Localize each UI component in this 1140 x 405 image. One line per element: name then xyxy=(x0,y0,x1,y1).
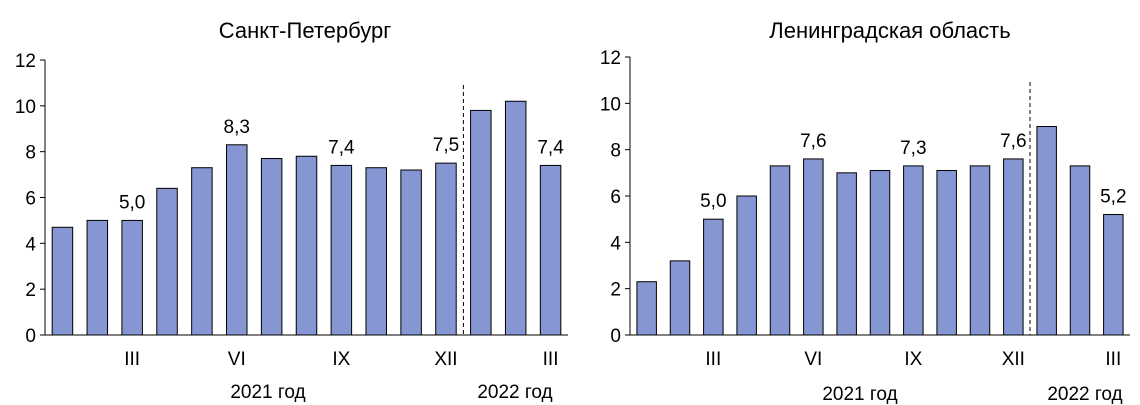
data-label: 5,0 xyxy=(119,192,145,213)
chart-title: Санкт-Петербург xyxy=(219,18,392,43)
bar xyxy=(295,155,318,336)
y-tick-label: 2 xyxy=(610,280,621,301)
bar xyxy=(504,100,527,336)
x-tick-label: III xyxy=(1105,349,1121,370)
bar xyxy=(435,162,457,336)
bar xyxy=(836,172,857,336)
data-label: 5,2 xyxy=(1100,187,1126,208)
bar xyxy=(803,158,824,336)
bar xyxy=(1003,158,1024,336)
data-label: 7,4 xyxy=(328,137,355,158)
bar xyxy=(191,167,213,336)
y-tick-label: 2 xyxy=(25,280,36,301)
bar xyxy=(969,165,991,336)
y-tick-label: 8 xyxy=(25,143,36,164)
y-tick-label: 6 xyxy=(610,187,621,208)
x-tick-label: VI xyxy=(804,349,822,370)
x-tick-label: XII xyxy=(1002,349,1025,370)
bar xyxy=(330,164,353,336)
year-label: 2022 год xyxy=(1047,384,1122,405)
bar xyxy=(121,219,143,336)
x-tick-label: XII xyxy=(434,349,457,370)
y-tick-label: 6 xyxy=(25,189,36,210)
bar xyxy=(1103,214,1124,336)
year-label: 2022 год xyxy=(477,382,552,403)
chart-panel-2: Ленинградская область 0 2 4 6 8 10 12 III 5,0 VI 7,… xyxy=(600,18,1130,405)
data-label: 7,4 xyxy=(537,137,564,158)
bar xyxy=(539,164,562,336)
bar xyxy=(260,158,283,336)
bar xyxy=(903,165,924,336)
data-label: 5,0 xyxy=(700,191,726,212)
bar xyxy=(869,170,891,336)
y-tick-label: 0 xyxy=(610,326,621,347)
y-tick-label: 4 xyxy=(610,233,621,254)
bar xyxy=(936,170,957,336)
y-tick-label: 10 xyxy=(15,97,36,118)
bar xyxy=(669,260,691,336)
y-tick-label: 4 xyxy=(25,234,36,255)
y-tick-label: 12 xyxy=(600,48,621,69)
chart-title: Ленинградская область xyxy=(769,18,1010,43)
x-tick-label: III xyxy=(124,349,140,370)
data-label: 7,6 xyxy=(800,131,826,152)
x-tick-label: VI xyxy=(228,349,246,370)
y-tick-label: 12 xyxy=(15,51,36,72)
bar xyxy=(1036,126,1057,336)
x-tick-label: III xyxy=(543,349,559,370)
x-tick-label: IX xyxy=(904,349,922,370)
y-tick-label: 10 xyxy=(600,94,621,115)
bar xyxy=(470,109,492,336)
x-tick-label: III xyxy=(705,349,721,370)
bar xyxy=(736,195,757,336)
bar xyxy=(769,165,791,336)
chart-panel-1: Санкт-Петербург 0 2 4 6 8 10 12 III 5,0 VI 8,3 IX 7,4… xyxy=(15,18,568,403)
y-tick-label: 0 xyxy=(25,326,36,347)
bar xyxy=(400,169,422,336)
bar xyxy=(636,281,657,336)
bar xyxy=(365,167,387,336)
bar xyxy=(86,219,109,336)
bar xyxy=(156,187,178,336)
bar xyxy=(703,218,724,336)
year-label: 2021 год xyxy=(230,382,305,403)
bar xyxy=(1069,165,1091,336)
data-label: 7,6 xyxy=(1000,131,1026,152)
bar xyxy=(226,144,248,336)
data-label: 7,5 xyxy=(433,135,459,156)
y-tick-label: 8 xyxy=(610,141,621,162)
data-label: 7,3 xyxy=(900,138,926,159)
x-tick-label: IX xyxy=(332,349,350,370)
year-label: 2021 год xyxy=(822,384,897,405)
bar xyxy=(51,226,74,336)
data-label: 8,3 xyxy=(224,117,250,138)
